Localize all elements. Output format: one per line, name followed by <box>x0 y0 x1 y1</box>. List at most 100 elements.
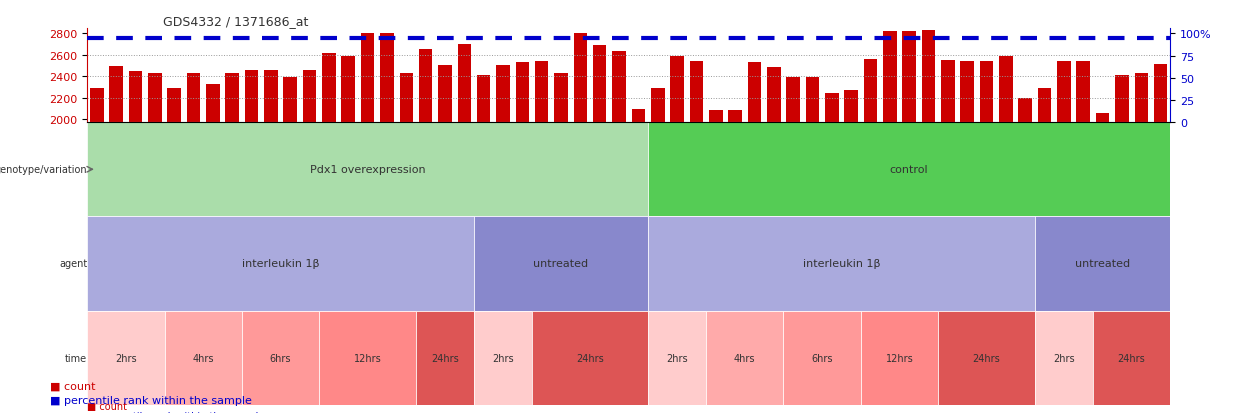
Bar <box>941 61 955 335</box>
Text: ■ count: ■ count <box>50 380 96 390</box>
Bar <box>225 74 239 335</box>
Text: Pdx1 overexpression: Pdx1 overexpression <box>310 165 426 175</box>
Bar <box>787 78 799 335</box>
Text: interleukin 1β: interleukin 1β <box>803 259 880 269</box>
Bar <box>670 57 684 335</box>
Bar <box>1093 311 1170 405</box>
Bar <box>87 217 474 311</box>
Bar <box>706 311 783 405</box>
Bar <box>1116 76 1129 335</box>
Text: interleukin 1β: interleukin 1β <box>242 259 319 269</box>
Bar <box>418 50 432 335</box>
Bar <box>322 54 336 335</box>
Bar <box>167 89 181 335</box>
Bar <box>535 62 549 335</box>
Bar <box>245 71 258 335</box>
Bar <box>864 60 878 335</box>
Bar <box>783 311 860 405</box>
Bar <box>631 109 645 335</box>
Bar <box>748 63 761 335</box>
Bar <box>1038 89 1051 335</box>
Bar <box>649 123 1170 217</box>
Bar <box>87 311 164 405</box>
Text: 6hrs: 6hrs <box>270 353 291 363</box>
Bar <box>1154 64 1168 335</box>
Text: 24hrs: 24hrs <box>576 353 604 363</box>
Bar <box>264 71 278 335</box>
Bar <box>690 62 703 335</box>
Bar <box>380 34 393 335</box>
Bar <box>128 72 142 335</box>
Text: 12hrs: 12hrs <box>354 353 381 363</box>
Bar <box>806 78 819 335</box>
Bar <box>416 311 474 405</box>
Bar <box>87 123 649 217</box>
Text: 6hrs: 6hrs <box>812 353 833 363</box>
Bar <box>1035 311 1093 405</box>
Text: 4hrs: 4hrs <box>193 353 214 363</box>
Text: ■ percentile rank within the sample: ■ percentile rank within the sample <box>50 395 251 405</box>
Bar <box>284 78 298 335</box>
Bar <box>767 68 781 335</box>
Bar <box>649 311 706 405</box>
Bar <box>1134 74 1148 335</box>
Text: genotype/variation: genotype/variation <box>0 165 87 175</box>
Bar <box>960 62 974 335</box>
Bar <box>554 74 568 335</box>
Text: time: time <box>65 353 87 363</box>
Bar <box>207 85 219 335</box>
Bar <box>1000 57 1012 335</box>
Bar <box>458 45 471 335</box>
Bar <box>651 89 665 335</box>
Text: untreated: untreated <box>1074 259 1130 269</box>
Text: control: control <box>890 165 929 175</box>
Bar <box>1018 99 1032 335</box>
Bar <box>980 62 994 335</box>
Text: 2hrs: 2hrs <box>1053 353 1074 363</box>
Bar <box>844 91 858 335</box>
Text: ■ count: ■ count <box>87 401 127 411</box>
Bar <box>593 46 606 335</box>
Bar <box>497 65 509 335</box>
Text: 2hrs: 2hrs <box>666 353 688 363</box>
Text: GDS4332 / 1371686_at: GDS4332 / 1371686_at <box>163 15 309 28</box>
Bar <box>148 74 162 335</box>
Bar <box>903 32 916 335</box>
Bar <box>1057 62 1071 335</box>
Bar <box>303 71 316 335</box>
Text: 24hrs: 24hrs <box>972 353 1001 363</box>
Bar <box>939 311 1035 405</box>
Text: agent: agent <box>59 259 87 269</box>
Bar <box>242 311 319 405</box>
Bar <box>477 76 491 335</box>
Text: 12hrs: 12hrs <box>885 353 914 363</box>
Bar <box>574 34 588 335</box>
Text: 2hrs: 2hrs <box>115 353 137 363</box>
Bar <box>400 74 413 335</box>
Text: 2hrs: 2hrs <box>492 353 514 363</box>
Bar <box>613 52 626 335</box>
Bar <box>164 311 242 405</box>
Bar <box>921 31 935 335</box>
Text: 24hrs: 24hrs <box>1118 353 1145 363</box>
Bar <box>187 74 200 335</box>
Bar <box>825 93 839 335</box>
Bar <box>90 89 103 335</box>
Text: ■ percentile rank within the sample: ■ percentile rank within the sample <box>87 411 264 413</box>
Text: 24hrs: 24hrs <box>431 353 459 363</box>
Text: untreated: untreated <box>533 259 589 269</box>
Bar <box>474 217 649 311</box>
Bar <box>341 57 355 335</box>
Text: 4hrs: 4hrs <box>735 353 756 363</box>
Bar <box>1077 62 1091 335</box>
Bar <box>361 34 375 335</box>
Bar <box>1096 114 1109 335</box>
Bar <box>1035 217 1170 311</box>
Bar <box>319 311 416 405</box>
Bar <box>474 311 532 405</box>
Bar <box>649 217 1035 311</box>
Bar <box>728 111 742 335</box>
Bar <box>708 111 722 335</box>
Bar <box>515 63 529 335</box>
Bar <box>883 32 896 335</box>
